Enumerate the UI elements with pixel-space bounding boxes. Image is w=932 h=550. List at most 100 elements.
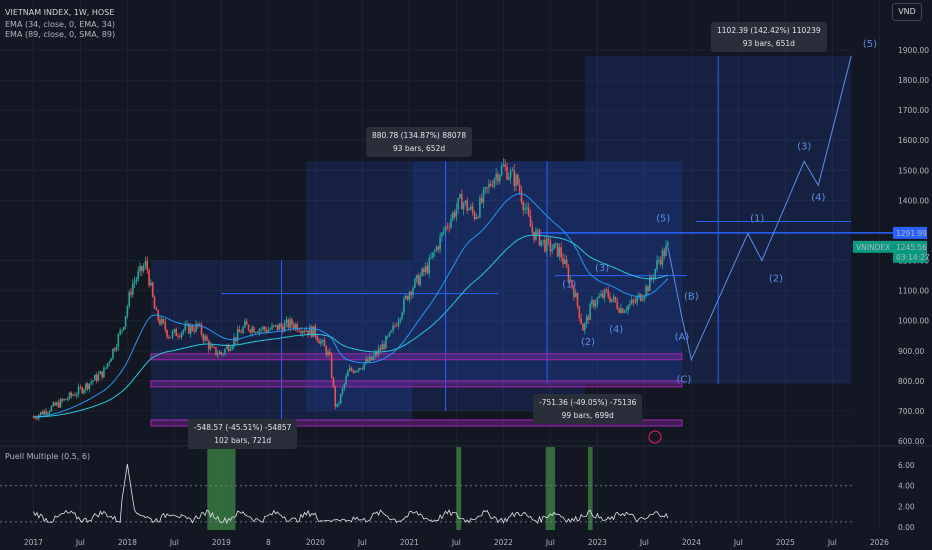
candle bbox=[526, 207, 528, 209]
candle bbox=[334, 386, 337, 407]
candle bbox=[656, 260, 658, 270]
candle bbox=[620, 308, 622, 313]
candle bbox=[70, 392, 73, 396]
osc-tick: 6.00 bbox=[898, 461, 915, 470]
candle bbox=[77, 386, 80, 395]
candle bbox=[580, 318, 582, 324]
price-tick: 1400.00 bbox=[898, 196, 929, 205]
candle bbox=[399, 318, 402, 322]
price-tag: 1291.99 bbox=[893, 226, 927, 239]
measure-1-line1: -548.57 (-45.51%) -54857 bbox=[194, 423, 292, 432]
support-zone-2 bbox=[150, 380, 683, 388]
measure-3-line2: 99 bars, 699d bbox=[561, 411, 614, 420]
candle bbox=[65, 398, 67, 400]
candle bbox=[233, 337, 235, 346]
currency-button[interactable]: VND bbox=[892, 3, 922, 21]
wave-label: (1) bbox=[750, 213, 764, 224]
flash-icon bbox=[648, 430, 662, 444]
candle bbox=[641, 298, 644, 301]
candle bbox=[486, 187, 488, 189]
time-tick: 8 bbox=[266, 538, 271, 547]
candle bbox=[177, 336, 179, 337]
candle bbox=[141, 265, 143, 271]
candle bbox=[144, 261, 147, 267]
candle bbox=[442, 231, 445, 233]
time-tick: 2019 bbox=[212, 538, 231, 547]
candle bbox=[325, 346, 328, 356]
candle bbox=[251, 327, 253, 333]
candle bbox=[262, 327, 264, 330]
candle bbox=[513, 170, 516, 186]
candle bbox=[386, 336, 389, 338]
wave-label: (3) bbox=[595, 263, 609, 274]
candle bbox=[661, 250, 664, 265]
measure-box-4: 1102.39 (142.42%) 110239 93 bars, 651d bbox=[711, 22, 827, 52]
candle bbox=[587, 316, 590, 320]
candle bbox=[193, 330, 196, 332]
candle bbox=[323, 340, 326, 347]
candle bbox=[347, 371, 349, 377]
wave-label: (4) bbox=[811, 192, 825, 203]
candle bbox=[72, 394, 74, 396]
candle bbox=[517, 175, 519, 185]
candle bbox=[357, 368, 360, 371]
candle bbox=[291, 319, 293, 325]
osc-tick: 2.00 bbox=[898, 502, 915, 511]
candle bbox=[301, 330, 304, 334]
candle bbox=[309, 326, 311, 335]
candle bbox=[636, 297, 638, 303]
candle bbox=[368, 356, 371, 362]
candle bbox=[211, 345, 214, 347]
candle bbox=[433, 250, 436, 253]
candle bbox=[603, 289, 606, 298]
candle bbox=[159, 319, 161, 325]
candle bbox=[139, 265, 141, 272]
wave-label: (A) bbox=[675, 332, 690, 343]
candle bbox=[179, 336, 181, 338]
osc-tick: 0.00 bbox=[898, 523, 915, 532]
candle bbox=[367, 359, 369, 362]
time-tick: 2025 bbox=[776, 538, 795, 547]
candle bbox=[292, 324, 295, 329]
candle bbox=[609, 296, 611, 302]
candle bbox=[450, 219, 452, 228]
candle bbox=[227, 345, 230, 351]
support-zone-1 bbox=[150, 353, 683, 361]
candle bbox=[32, 416, 35, 418]
candle bbox=[553, 243, 555, 250]
candle bbox=[504, 164, 506, 167]
candle bbox=[571, 279, 573, 288]
candle bbox=[632, 299, 635, 302]
time-tick: Jul bbox=[451, 538, 461, 547]
candle bbox=[256, 332, 259, 334]
candle bbox=[289, 319, 291, 328]
candle bbox=[94, 374, 96, 381]
wave-label: (C) bbox=[676, 374, 691, 385]
candle bbox=[310, 326, 313, 337]
time-tick: 2022 bbox=[494, 538, 513, 547]
candle bbox=[518, 184, 521, 192]
measure-boxes bbox=[150, 56, 852, 422]
candle bbox=[621, 308, 624, 313]
candle bbox=[437, 246, 440, 250]
candle bbox=[562, 257, 564, 264]
puell-band bbox=[207, 447, 236, 530]
candle bbox=[522, 202, 525, 211]
candle bbox=[591, 300, 593, 304]
candle bbox=[551, 249, 553, 252]
candle bbox=[110, 358, 112, 362]
candle bbox=[260, 329, 262, 331]
candle bbox=[498, 175, 501, 182]
candle bbox=[171, 331, 174, 338]
candle bbox=[182, 329, 185, 333]
candle bbox=[639, 294, 642, 301]
candle bbox=[457, 198, 459, 209]
candle bbox=[480, 197, 483, 203]
price-tick: 800.00 bbox=[898, 377, 924, 386]
candle bbox=[385, 336, 387, 349]
time-axis: 2017 Jul 2018 Jul 2019 8 2020 Jul 2021 Jul 2022 Jul… bbox=[24, 538, 889, 547]
price-tick: 700.00 bbox=[898, 407, 924, 416]
candle bbox=[576, 292, 579, 307]
candle bbox=[383, 344, 385, 349]
